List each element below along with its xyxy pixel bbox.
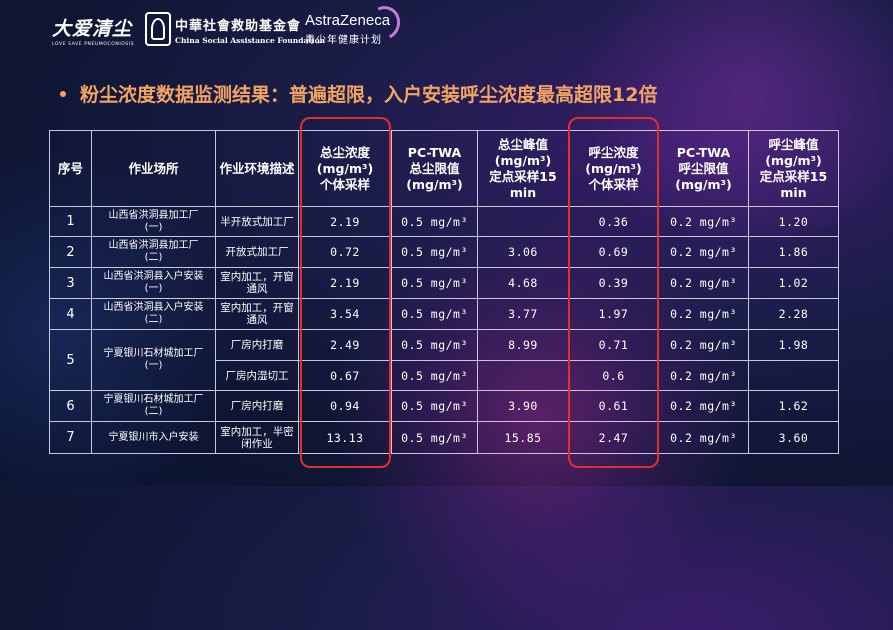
cell-total-conc: 3.54 <box>298 298 392 330</box>
cell-env: 厂房内打磨 <box>215 329 299 361</box>
header-resp-twa: PC-TWA 呼尘限值 (mg/m³) <box>658 130 749 207</box>
header-total-twa: PC-TWA 总尘限值 (mg/m³) <box>391 130 478 207</box>
cell-resp-peak: 3.60 <box>748 421 839 454</box>
cell-resp-peak: 1.98 <box>748 329 839 361</box>
cell-resp-conc: 0.6 <box>568 360 659 391</box>
cell-no: 5 <box>49 329 92 391</box>
logo-bar: 大爱清尘 LOVE SAVE PNEUMOCONIOSIS 中華社會救助基金會 … <box>0 0 893 55</box>
cell-total-peak: 3.77 <box>477 298 569 330</box>
cell-total-peak: 8.99 <box>477 329 569 361</box>
cell-resp-peak: 2.28 <box>748 298 839 330</box>
cell-total-twa: 0.5 mg/m³ <box>391 421 478 454</box>
cell-env: 室内加工，开窗 通风 <box>215 298 299 330</box>
cell-site: 山西省洪洞县入户安装 (一) <box>91 267 216 299</box>
cell-site: 山西省洪洞县加工厂 (二) <box>91 236 216 268</box>
cell-env: 室内加工，开窗 通风 <box>215 267 299 299</box>
brand-logo: 大爱清尘 LOVE SAVE PNEUMOCONIOSIS <box>52 14 134 47</box>
table-row: 5 宁夏银川石材城加工厂 (一) 厂房内打磨 2.49 0.5 mg/m³ 8.9… <box>49 329 839 391</box>
sponsor-name-en: AstraZeneca <box>305 12 391 29</box>
cell-resp-twa: 0.2 mg/m³ <box>658 206 749 237</box>
foundation-logo: 中華社會救助基金會 China Social Assistance Founda… <box>175 15 325 45</box>
foundation-seal-icon <box>145 12 171 46</box>
cell-resp-peak: 1.02 <box>748 267 839 299</box>
cell-total-peak <box>477 360 569 391</box>
cell-env: 室内加工，半密 闭作业 <box>215 421 299 454</box>
cell-total-conc: 2.19 <box>298 267 392 299</box>
header-no: 序号 <box>49 130 92 207</box>
cell-resp-conc: 0.71 <box>568 329 659 361</box>
cell-total-conc: 13.13 <box>298 421 392 454</box>
cell-site: 宁夏银川市入户安装 <box>91 421 216 454</box>
cell-env: 开放式加工厂 <box>215 236 299 268</box>
cell-resp-peak: 1.62 <box>748 390 839 422</box>
cell-no: 1 <box>49 206 92 237</box>
cell-resp-twa: 0.2 mg/m³ <box>658 390 749 422</box>
cell-total-twa: 0.5 mg/m³ <box>391 298 478 330</box>
table-row: 2 山西省洪洞县加工厂 (二) 开放式加工厂 0.72 0.5 mg/m³ 3.0… <box>49 236 839 268</box>
heading-text: 粉尘浓度数据监测结果：普遍超限，入户安装呼尘浓度最高超限12倍 <box>80 84 658 106</box>
sponsor-logo: AstraZeneca 青少年健康计划 <box>305 12 390 46</box>
header-total-peak: 总尘峰值 (mg/m³) 定点采样15 min <box>477 130 569 207</box>
header-resp-peak: 呼尘峰值 (mg/m³) 定点采样15 min <box>748 130 839 207</box>
cell-resp-peak <box>748 360 839 391</box>
cell-total-peak: 15.85 <box>477 421 569 454</box>
brand-tagline: LOVE SAVE PNEUMOCONIOSIS <box>52 42 135 47</box>
cell-resp-twa: 0.2 mg/m³ <box>658 267 749 299</box>
foundation-name-en: China Social Assistance Foundation <box>175 36 326 45</box>
table-row: 3 山西省洪洞县入户安装 (一) 室内加工，开窗 通风 2.19 0.5 mg/m³… <box>49 267 839 299</box>
header-total-conc: 总尘浓度 (mg/m³) 个体采样 <box>298 130 392 207</box>
cell-site: 宁夏银川石材城加工厂 (一) <box>91 329 216 391</box>
cell-resp-conc: 0.39 <box>568 267 659 299</box>
cell-resp-twa: 0.2 mg/m³ <box>658 298 749 330</box>
cell-resp-twa: 0.2 mg/m³ <box>658 421 749 454</box>
cell-env: 厂房内打磨 <box>215 390 299 422</box>
cell-total-conc: 0.94 <box>298 390 392 422</box>
cell-total-peak: 3.90 <box>477 390 569 422</box>
brand-name: 大爱清尘 <box>52 18 133 40</box>
cell-site: 山西省洪洞县入户安装 (二) <box>91 298 216 330</box>
table-header-row: 序号 作业场所 作业环境描述 总尘浓度 (mg/m³) 个体采样 PC-TWA 总尘限… <box>49 130 839 207</box>
header-env: 作业环境描述 <box>215 130 299 207</box>
cell-site: 山西省洪洞县加工厂 (一) <box>91 206 216 237</box>
header-site: 作业场所 <box>91 130 216 207</box>
cell-resp-conc: 0.61 <box>568 390 659 422</box>
cell-resp-twa: 0.2 mg/m³ <box>658 236 749 268</box>
dust-data-table: 序号 作业场所 作业环境描述 总尘浓度 (mg/m³) 个体采样 PC-TWA 总尘限… <box>49 130 839 454</box>
page-heading: 粉尘浓度数据监测结果：普遍超限，入户安装呼尘浓度最高超限12倍 <box>60 80 657 107</box>
cell-total-conc: 2.49 <box>298 329 392 361</box>
table-row: 厂房内湿切工 0.67 0.5 mg/m³ 0.6 0.2 mg/m³ <box>50 360 839 391</box>
foundation-name-cn: 中華社會救助基金會 <box>175 19 302 34</box>
cell-total-twa: 0.5 mg/m³ <box>391 390 478 422</box>
sponsor-program: 青少年健康计划 <box>305 35 382 46</box>
cell-resp-conc: 0.36 <box>568 206 659 237</box>
cell-resp-twa: 0.2 mg/m³ <box>658 329 749 361</box>
highlight-total-conc-column <box>300 117 391 468</box>
cell-total-twa: 0.5 mg/m³ <box>391 267 478 299</box>
table-row: 4 山西省洪洞县入户安装 (二) 室内加工，开窗 通风 3.54 0.5 mg/m³… <box>49 298 839 330</box>
cell-env: 厂房内湿切工 <box>215 360 299 391</box>
cell-no: 2 <box>49 236 92 268</box>
cell-total-twa: 0.5 mg/m³ <box>391 360 478 391</box>
cell-resp-twa: 0.2 mg/m³ <box>658 360 749 391</box>
cell-resp-conc: 1.97 <box>568 298 659 330</box>
cell-total-twa: 0.5 mg/m³ <box>391 206 478 237</box>
table-row: 7 宁夏银川市入户安装 室内加工，半密 闭作业 13.13 0.5 mg/m³ 1… <box>49 421 839 454</box>
cell-no: 3 <box>49 267 92 299</box>
cell-total-twa: 0.5 mg/m³ <box>391 236 478 268</box>
cell-resp-peak: 1.20 <box>748 206 839 237</box>
cell-total-peak: 3.06 <box>477 236 569 268</box>
cell-no: 4 <box>49 298 92 330</box>
cell-no: 7 <box>49 421 92 454</box>
cell-env: 半开放式加工厂 <box>215 206 299 237</box>
table-row: 1 山西省洪洞县加工厂 (一) 半开放式加工厂 2.19 0.5 mg/m³ 0.… <box>49 206 839 237</box>
cell-total-twa: 0.5 mg/m³ <box>391 329 478 361</box>
cell-resp-peak: 1.86 <box>748 236 839 268</box>
cell-total-peak <box>477 206 569 237</box>
cell-site: 宁夏银川石材城加工厂 (二) <box>91 390 216 422</box>
highlight-resp-conc-column <box>568 117 659 468</box>
table-row: 6 宁夏银川石材城加工厂 (二) 厂房内打磨 0.94 0.5 mg/m³ 3.9… <box>49 390 839 422</box>
cell-total-peak: 4.68 <box>477 267 569 299</box>
bullet-icon <box>60 90 66 97</box>
cell-no: 6 <box>49 390 92 422</box>
